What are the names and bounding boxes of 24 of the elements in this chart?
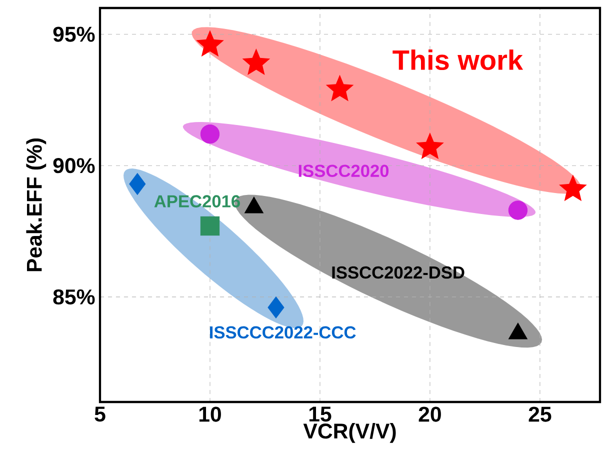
x-tick-label: 10	[199, 406, 221, 422]
point	[326, 74, 354, 102]
x-tick-label: 25	[528, 406, 552, 422]
y-axis-title: Peak.EFF (%)	[26, 138, 46, 272]
point	[200, 124, 220, 144]
y-tick-label: 95%	[53, 26, 95, 42]
x-axis-title: VCR(V/V)	[303, 422, 396, 443]
series-label: ISSCCC2022-CCC	[210, 326, 356, 339]
point	[416, 132, 444, 160]
y-tick-label: 90%	[53, 158, 95, 174]
point	[196, 30, 224, 57]
point	[268, 296, 284, 318]
x-tick-label: 5	[94, 406, 106, 422]
x-tick-label: 15	[309, 406, 332, 422]
y-tick-label: 85%	[53, 289, 95, 304]
x-tick-label: 20	[418, 406, 441, 422]
series-label: APEC2016	[154, 195, 240, 208]
point	[129, 173, 146, 195]
point	[242, 48, 270, 76]
series-label: This work	[392, 49, 524, 70]
point	[508, 200, 528, 220]
point	[200, 216, 220, 236]
point	[558, 174, 587, 202]
text: ISSCC2020	[298, 164, 389, 177]
